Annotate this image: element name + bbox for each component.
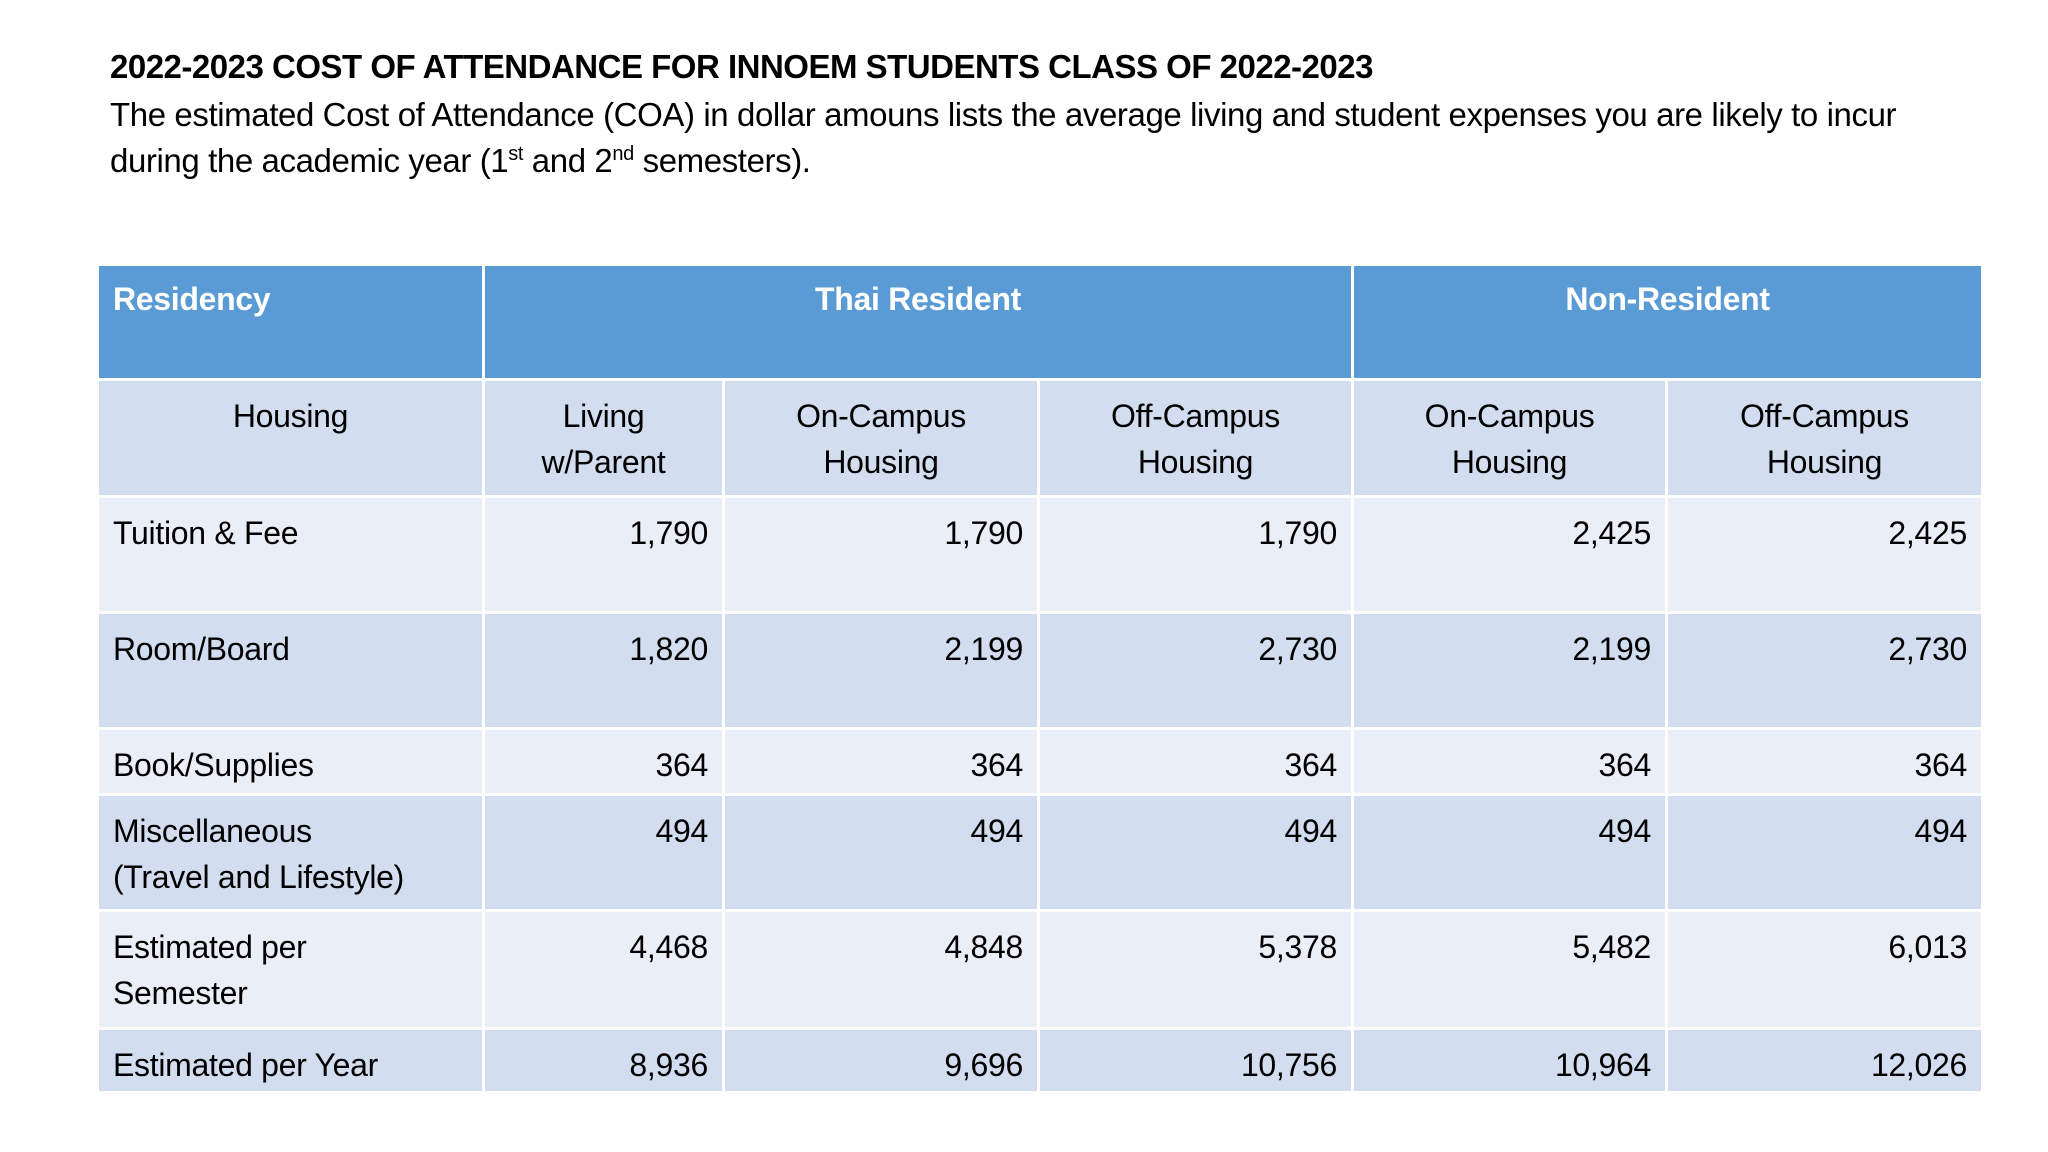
cost-cell: 364	[1351, 727, 1669, 796]
intro-paragraph: The estimated Cost of Attendance (COA) i…	[110, 92, 1990, 184]
table-row: Miscellaneous (Travel and Lifestyle) 494 49…	[96, 793, 1985, 912]
cost-of-attendance-table: Residency Thai Resident Non-Resident Hou…	[96, 263, 1985, 1094]
page-title: 2022-2023 COST OF ATTENDANCE FOR INNOEM …	[110, 48, 1373, 85]
column-header-line: w/Parent	[541, 444, 666, 480]
housing-header-row: Housing Living w/Parent On-Campus Housing Of…	[96, 378, 1985, 498]
row-label-line: Estimated per	[113, 929, 307, 965]
column-header-line: Housing	[823, 444, 939, 480]
cost-cell: 4,848	[722, 909, 1040, 1030]
column-header: On-Campus Housing	[1351, 378, 1669, 498]
cost-cell: 1,820	[482, 611, 725, 730]
cost-cell: 10,756	[1036, 1027, 1355, 1094]
cost-cell: 364	[1665, 727, 1985, 796]
table-row: Tuition & Fee 1,790 1,790 1,790 2,425 2,425	[96, 495, 1985, 614]
column-header-line: On-Campus	[796, 398, 966, 434]
cost-cell: 4,468	[482, 909, 725, 1030]
row-label-line: Miscellaneous	[113, 813, 312, 849]
cost-cell: 2,730	[1665, 611, 1985, 730]
table-row: Room/Board 1,820 2,199 2,730 2,199 2,730	[96, 611, 1985, 730]
superscript: st	[508, 143, 524, 165]
column-header: Living w/Parent	[482, 378, 725, 498]
row-label: Room/Board	[96, 611, 485, 730]
cost-cell: 494	[1665, 793, 1985, 912]
cost-cell: 6,013	[1665, 909, 1985, 1030]
column-header-line: Housing	[1451, 444, 1568, 480]
cost-cell: 494	[482, 793, 725, 912]
row-label-line: Room/Board	[113, 631, 290, 667]
column-header-line: Off-Campus	[1740, 398, 1909, 434]
column-header: Off-Campus Housing	[1036, 378, 1355, 498]
cost-cell: 364	[722, 727, 1040, 796]
cost-cell: 2,199	[722, 611, 1040, 730]
row-label: Miscellaneous (Travel and Lifestyle)	[96, 793, 485, 912]
column-header-line: Housing	[1766, 444, 1883, 480]
column-header-line: Living	[562, 398, 645, 434]
column-header-line: Off-Campus	[1111, 398, 1280, 434]
cost-cell: 364	[1036, 727, 1355, 796]
table-row: Estimated per Year 8,936 9,696 10,756 10,964…	[96, 1027, 1985, 1094]
cost-cell: 1,790	[482, 495, 725, 614]
cost-cell: 8,936	[482, 1027, 725, 1094]
table-row: Book/Supplies 364 364 364 364 364	[96, 727, 1985, 796]
column-header-line: Housing	[1137, 444, 1254, 480]
intro-text: and 2	[523, 142, 613, 179]
column-header: Off-Campus Housing	[1665, 378, 1985, 498]
superscript: nd	[612, 143, 634, 165]
row-label: Estimated per Year	[96, 1027, 485, 1094]
column-header-line: On-Campus	[1424, 398, 1595, 434]
residency-header-row: Residency Thai Resident Non-Resident	[96, 263, 1985, 381]
cost-cell: 494	[1036, 793, 1355, 912]
residency-label: Residency	[96, 263, 485, 381]
cost-cell: 12,026	[1665, 1027, 1985, 1094]
cost-cell: 2,199	[1351, 611, 1669, 730]
row-label-line: Tuition & Fee	[113, 515, 299, 551]
row-label: Tuition & Fee	[96, 495, 485, 614]
group-non-resident: Non-Resident	[1351, 263, 1985, 381]
row-label: Estimated per Semester	[96, 909, 485, 1030]
cost-cell: 2,425	[1665, 495, 1985, 614]
cost-cell: 2,730	[1036, 611, 1355, 730]
row-label-line: Estimated per Year	[113, 1047, 378, 1083]
cost-cell: 494	[1351, 793, 1669, 912]
row-label-line: Book/Supplies	[113, 747, 314, 783]
cost-cell: 10,964	[1351, 1027, 1669, 1094]
group-thai-resident: Thai Resident	[481, 263, 1355, 381]
intro-text: semesters).	[633, 142, 811, 179]
cost-cell: 9,696	[722, 1027, 1040, 1094]
cost-cell: 364	[482, 727, 725, 796]
intro-text: The estimated Cost of Attendance (COA) i…	[110, 96, 1897, 179]
cost-cell: 5,378	[1036, 909, 1355, 1030]
row-label: Book/Supplies	[96, 727, 485, 796]
cost-cell: 5,482	[1351, 909, 1669, 1030]
column-header: On-Campus Housing	[722, 378, 1040, 498]
row-label-line: (Travel and Lifestyle)	[113, 859, 404, 895]
row-label-line: Semester	[113, 975, 248, 1011]
cost-cell: 1,790	[1036, 495, 1355, 614]
table-row: Estimated per Semester 4,468 4,848 5,378 5,48…	[96, 909, 1985, 1030]
cost-cell: 494	[722, 793, 1040, 912]
cost-cell: 2,425	[1351, 495, 1669, 614]
cost-cell: 1,790	[722, 495, 1040, 614]
housing-label: Housing	[96, 378, 485, 498]
